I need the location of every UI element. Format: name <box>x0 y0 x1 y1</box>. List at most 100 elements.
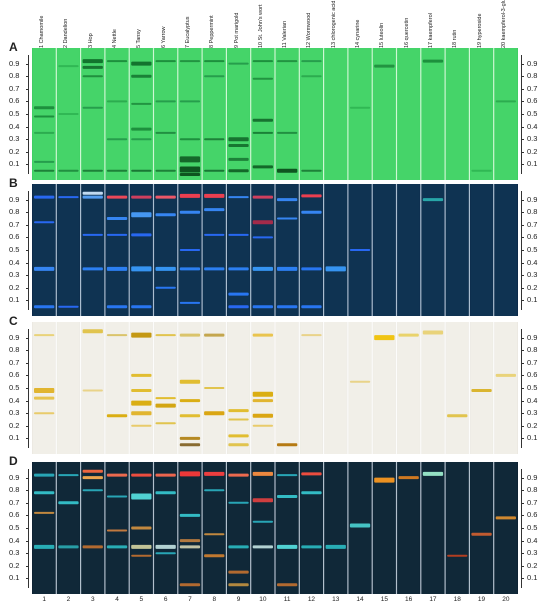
rf-tick-mark <box>26 250 29 251</box>
rf-tick-mark <box>521 275 524 277</box>
rf-tick-mark <box>521 350 524 352</box>
tlc-band <box>228 62 249 65</box>
rf-tick-label: 0.3 <box>527 134 538 144</box>
tlc-band <box>277 443 298 447</box>
tlc-band <box>106 414 128 418</box>
rf-tick-mark <box>521 300 524 302</box>
tlc-band <box>106 138 128 141</box>
tlc-band <box>131 266 152 272</box>
lane-track <box>494 48 517 180</box>
rf-tick-mark <box>521 164 524 166</box>
lane-separator <box>395 48 398 180</box>
tlc-band <box>252 131 273 134</box>
lane-separator <box>493 462 495 594</box>
lane-separator <box>298 184 300 316</box>
tlc-band <box>277 60 298 63</box>
lane-separator <box>274 48 276 180</box>
lane-track <box>446 184 469 316</box>
lane-number: 8 <box>212 596 217 603</box>
tlc-band <box>179 513 201 517</box>
tlc-band <box>228 570 249 574</box>
rf-tick-mark <box>521 199 524 201</box>
lane-separator <box>444 322 446 454</box>
rf-tick-label: 0.9 <box>9 332 20 342</box>
lane-track <box>203 48 226 180</box>
tlc-band <box>252 545 273 549</box>
rf-tick-mark <box>521 502 524 504</box>
tlc-band <box>349 380 371 383</box>
lane-number: 10 <box>259 596 267 603</box>
lane-separator <box>104 184 106 316</box>
lane-separator <box>250 48 252 180</box>
rf-tick-label: 0.7 <box>527 497 538 507</box>
tlc-band <box>228 473 249 477</box>
lane-track <box>105 48 129 180</box>
lane-number: 13 <box>332 596 340 603</box>
rf-tick-mark <box>521 490 524 492</box>
tlc-band <box>228 196 249 199</box>
lane-separator <box>104 322 106 454</box>
rf-tick-mark <box>26 477 29 479</box>
tlc-band <box>34 305 55 309</box>
lane-track <box>470 462 493 594</box>
rf-tick-label: 0.4 <box>527 395 538 405</box>
rf-tick-mark <box>26 262 29 264</box>
lane-track <box>276 184 299 316</box>
rf-tick-label: 0.6 <box>527 232 538 242</box>
rf-tick-label: 0.9 <box>9 472 20 482</box>
rf-tick-mark <box>521 565 524 567</box>
rf-tick-mark <box>521 101 524 103</box>
tlc-band <box>228 434 249 438</box>
tlc-band <box>179 172 201 176</box>
lane-separator <box>493 322 495 454</box>
tlc-band <box>155 100 176 103</box>
lane-number: 5 <box>139 596 144 603</box>
tlc-band <box>252 498 273 503</box>
tlc-band <box>204 208 225 212</box>
rf-tick-label: 0.2 <box>9 146 20 156</box>
lane-track <box>324 48 347 180</box>
tlc-band <box>131 400 152 406</box>
tlc-band <box>131 212 152 218</box>
lane-separator <box>274 462 276 594</box>
rf-tick-label: 0.5 <box>9 109 20 118</box>
tlc-band <box>106 545 128 549</box>
lane-separator <box>80 462 82 594</box>
lane-number: 20 <box>502 596 510 603</box>
rf-tick-label: 0.6 <box>527 96 538 106</box>
tlc-band <box>131 169 152 172</box>
lane-header: 15 luteolin <box>379 22 386 48</box>
tlc-band <box>106 334 128 337</box>
rf-tick-mark <box>521 76 524 78</box>
tlc-band <box>82 106 103 109</box>
lane-track <box>227 184 250 316</box>
lane-header: 1 Chamomile <box>39 15 46 48</box>
lane-separator <box>177 462 179 594</box>
rf-tick-label: 0.9 <box>527 58 538 68</box>
lane-header: 8 Peppermint <box>209 15 216 48</box>
tlc-band <box>228 169 249 173</box>
rf-tick-mark <box>26 114 29 115</box>
lane-track <box>397 184 420 316</box>
tlc-band <box>106 233 128 236</box>
lane-track <box>494 184 517 316</box>
tlc-band <box>82 75 103 78</box>
lane-number: 11 <box>283 596 291 603</box>
rf-tick-label: 0.4 <box>527 535 538 545</box>
rf-tick-mark <box>521 262 524 264</box>
lane-separator <box>225 184 227 316</box>
plate-panel: D 0.9 0.8 0.7 0.6 0.5 0.4 0.3 0.2 0.1 0.9 0.8 0.7 0.6… <box>0 454 550 594</box>
lane-track <box>470 184 493 316</box>
tlc-band <box>131 61 152 66</box>
lane-header: 4 Nettle <box>112 29 119 48</box>
lane-separator <box>371 462 373 594</box>
rf-tick-label: 0.7 <box>527 219 538 229</box>
lane-track <box>300 462 323 594</box>
rf-tick-label: 0.6 <box>9 510 20 520</box>
tlc-band <box>58 545 79 549</box>
lane-separator <box>395 322 398 454</box>
tlc-band <box>252 195 273 199</box>
tlc-band <box>131 102 152 105</box>
tlc-band <box>179 249 201 251</box>
tlc-band <box>131 526 152 530</box>
